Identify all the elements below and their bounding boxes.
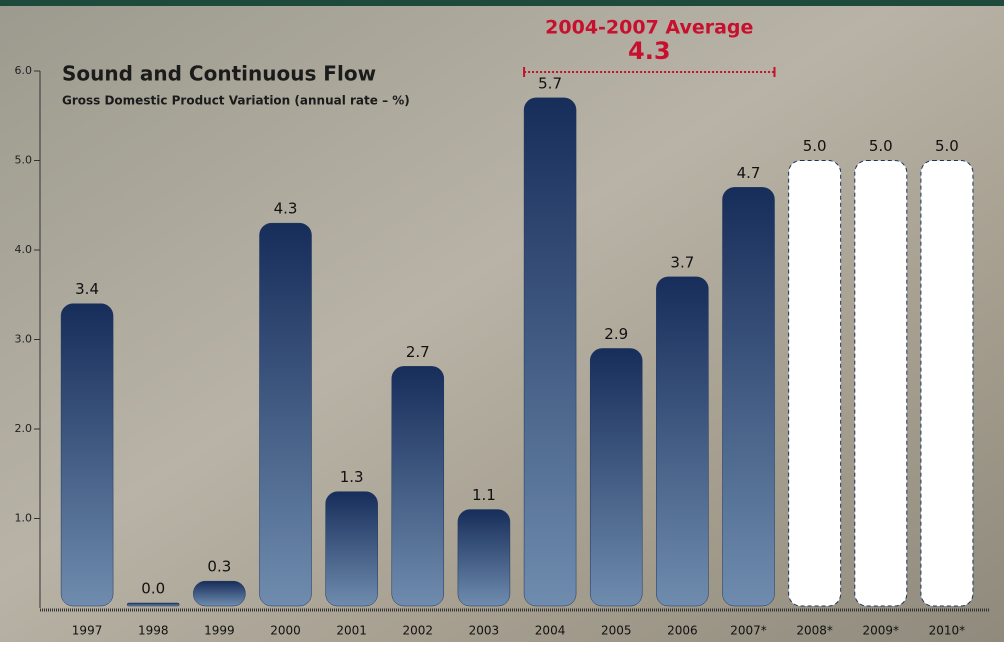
- x-tick-label: 2004: [535, 624, 566, 638]
- x-tick-label: 2007*: [730, 624, 767, 638]
- value-label: 2.7: [406, 343, 430, 361]
- bar: [193, 581, 245, 606]
- value-label: 0.3: [207, 558, 231, 576]
- x-tick-label: 1997: [72, 624, 103, 638]
- x-tick-label: 2003: [469, 624, 500, 638]
- chart-title: Sound and Continuous Flow: [62, 62, 376, 86]
- value-label: 2.9: [604, 325, 628, 343]
- y-tick-label: 2.0: [15, 422, 33, 435]
- x-tick-label: 2010*: [929, 624, 966, 638]
- x-tick-label: 2001: [336, 624, 367, 638]
- value-label: 4.7: [737, 164, 761, 182]
- value-label: 4.3: [274, 200, 298, 218]
- chart: Sound and Continuous Flow Gross Domestic…: [0, 0, 1004, 642]
- bar: [458, 510, 510, 606]
- x-tick-label: 2005: [601, 624, 632, 638]
- y-tick-label: 4.0: [15, 243, 33, 256]
- value-label: 5.0: [803, 137, 827, 155]
- bar: [656, 277, 708, 606]
- bar: [61, 304, 113, 606]
- bar: [260, 223, 312, 606]
- forecast-bar: [921, 161, 973, 607]
- y-tick-label: 1.0: [15, 512, 33, 525]
- x-tick-label: 1999: [204, 624, 235, 638]
- bar: [723, 187, 775, 606]
- forecast-bar: [789, 161, 841, 607]
- bar: [524, 98, 576, 606]
- page: Sound and Continuous Flow Gross Domestic…: [0, 0, 1004, 646]
- value-label: 1.3: [340, 468, 364, 486]
- value-label: 3.7: [670, 253, 694, 271]
- average-value: 4.3: [628, 37, 671, 65]
- top-band: [0, 0, 1004, 6]
- bar: [127, 603, 179, 606]
- bar: [326, 492, 378, 606]
- x-tick-label: 2009*: [863, 624, 900, 638]
- average-label: 2004-2007 Average: [545, 17, 753, 39]
- x-tick-label: 2000: [270, 624, 301, 638]
- x-tick-label: 1998: [138, 624, 169, 638]
- value-label: 1.1: [472, 486, 496, 504]
- forecast-bar: [855, 161, 907, 607]
- x-tick-label: 2008*: [796, 624, 833, 638]
- y-tick-label: 3.0: [15, 333, 33, 346]
- value-label: 5.0: [935, 137, 959, 155]
- value-label: 5.0: [869, 137, 893, 155]
- value-label: 5.7: [538, 74, 562, 92]
- y-tick-label: 5.0: [15, 154, 33, 167]
- bar: [392, 366, 444, 606]
- y-tick-label: 6.0: [15, 64, 33, 77]
- x-tick-label: 2006: [667, 624, 698, 638]
- x-tick-label: 2002: [403, 624, 434, 638]
- bar: [590, 348, 642, 606]
- chart-subtitle: Gross Domestic Product Variation (annual…: [62, 94, 410, 108]
- value-label: 0.0: [141, 580, 165, 598]
- value-label: 3.4: [75, 280, 99, 298]
